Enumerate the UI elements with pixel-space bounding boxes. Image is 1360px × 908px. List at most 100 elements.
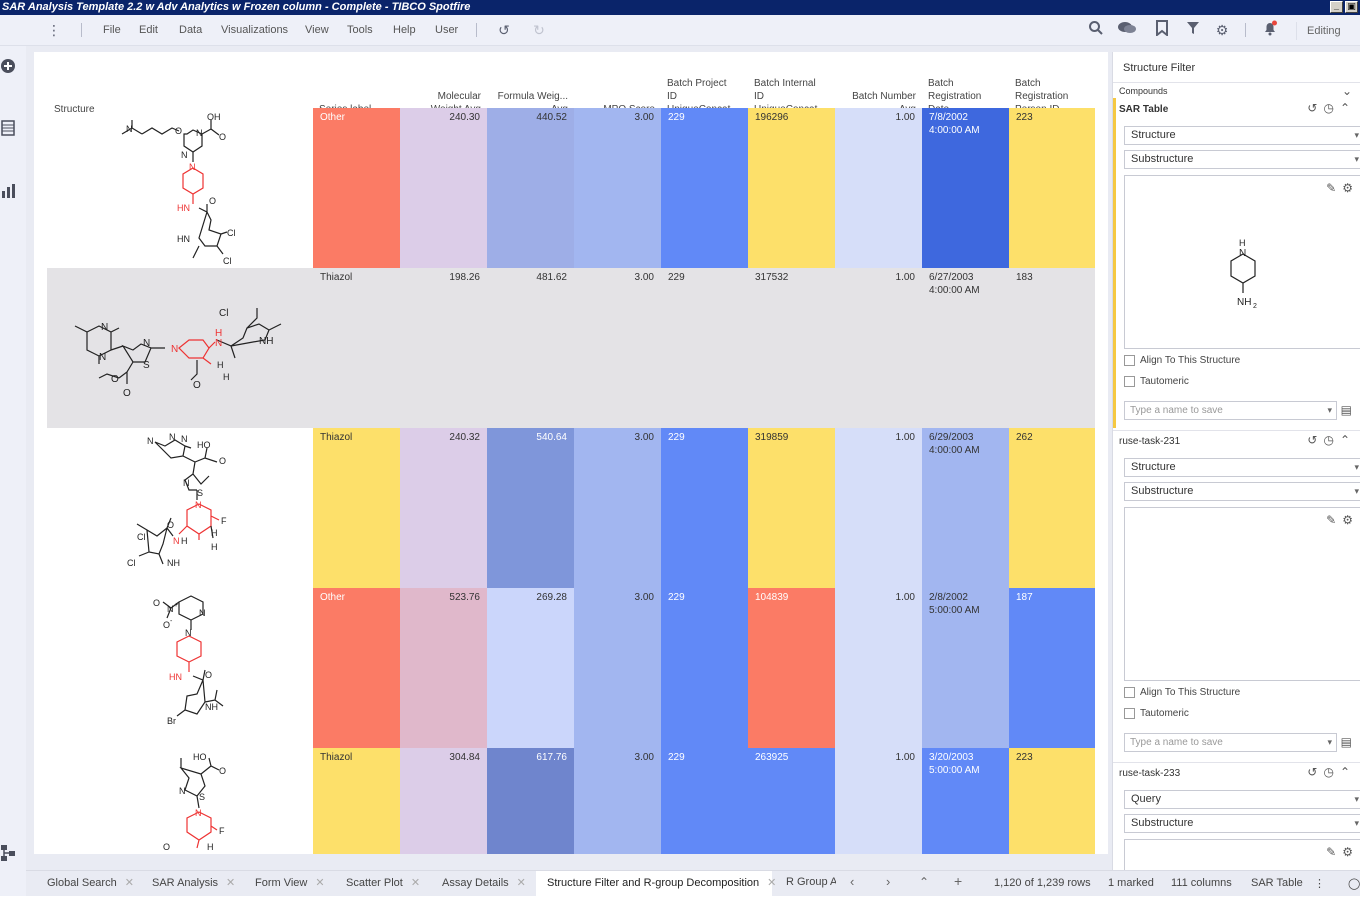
tab-global-search[interactable]: Global Search ✕ xyxy=(47,876,134,889)
canvas-tools[interactable]: ✎⚙ xyxy=(1326,845,1359,859)
cell-registration-person[interactable]: 183 xyxy=(1016,272,1033,283)
gear-icon[interactable]: ⚙ xyxy=(1215,22,1229,38)
cell-registration-date[interactable]: 6/27/2003 4:00:00 AM xyxy=(922,268,1009,428)
cell-registration-date[interactable]: 3/20/2003 5:00:00 AM xyxy=(922,748,1009,854)
substructure-select[interactable]: Substructure xyxy=(1124,150,1360,169)
cell-batch-internal-id[interactable]: 317532 xyxy=(755,272,789,283)
save-name-input[interactable]: Type a name to save xyxy=(1124,401,1337,420)
active-table-status[interactable]: SAR Table xyxy=(1251,877,1303,889)
globe-icon[interactable]: ◯ xyxy=(1348,878,1360,890)
section-actions[interactable]: ↺◷⌃ xyxy=(1307,433,1356,447)
cell-registration-date[interactable]: 7/8/2002 4:00:00 AM xyxy=(922,108,1009,268)
cell-mw[interactable]: 240.30 xyxy=(400,108,487,268)
history-icon[interactable]: ◷ xyxy=(1323,433,1340,447)
save-icon[interactable]: ▤ xyxy=(1340,403,1358,417)
more-vertical-icon[interactable]: ⋮ xyxy=(1314,878,1325,890)
close-icon[interactable]: ✕ xyxy=(315,877,325,889)
add-icon[interactable] xyxy=(0,58,16,74)
align-structure-checkbox[interactable]: Align To This Structure xyxy=(1124,355,1240,366)
cell-batch-internal-id[interactable]: 263925 xyxy=(748,748,835,854)
cell-series[interactable]: Other xyxy=(313,108,400,268)
menu-user[interactable]: User xyxy=(435,24,459,36)
reset-icon[interactable]: ↺ xyxy=(1307,765,1324,779)
cell-mw[interactable]: 198.26 xyxy=(449,272,480,283)
cell-fw[interactable]: 540.64 xyxy=(487,428,574,588)
cell-mpo[interactable]: 3.00 xyxy=(574,108,661,268)
section-actions[interactable]: ↺◷⌃ xyxy=(1307,765,1356,779)
history-icon[interactable]: ◷ xyxy=(1323,101,1340,115)
align-structure-checkbox[interactable]: Align To This Structure xyxy=(1124,687,1240,698)
menu-edit[interactable]: Edit xyxy=(139,24,158,36)
cell-fw[interactable]: 617.76 xyxy=(487,748,574,854)
cell-batch-internal-id[interactable]: 196296 xyxy=(748,108,835,268)
cell-registration-date[interactable]: 6/29/2003 4:00:00 AM xyxy=(922,428,1009,588)
cell-fw[interactable]: 440.52 xyxy=(487,108,574,268)
checkbox-box[interactable] xyxy=(1124,355,1135,366)
save-icon[interactable]: ▤ xyxy=(1340,735,1358,749)
cell-batch-number[interactable]: 1.00 xyxy=(835,748,922,854)
cell-mw[interactable]: 304.84 xyxy=(400,748,487,854)
tautomeric-checkbox[interactable]: Tautomeric xyxy=(1124,708,1189,719)
tab-structure-filter[interactable]: Structure Filter and R-group Decompositi… xyxy=(547,876,776,889)
cell-registration-person[interactable]: 262 xyxy=(1009,428,1095,588)
collapse-icon[interactable]: ⌃ xyxy=(1339,765,1356,779)
cell-registration-person[interactable]: 223 xyxy=(1009,108,1095,268)
cell-batch-project-id[interactable]: 229 xyxy=(661,108,748,268)
filter-icon[interactable] xyxy=(1183,20,1203,40)
column-header-structure[interactable]: Structure xyxy=(48,64,314,118)
menu-help[interactable]: Help xyxy=(393,24,416,36)
visualization-icon[interactable] xyxy=(0,183,16,199)
cell-batch-number[interactable]: 1.00 xyxy=(835,588,922,748)
checkbox-box[interactable] xyxy=(1124,687,1135,698)
cell-batch-project-id[interactable]: 229 xyxy=(661,588,748,748)
cell-series[interactable]: Thiazol xyxy=(320,272,353,283)
data-table-icon[interactable] xyxy=(0,120,16,136)
cell-batch-internal-id[interactable]: 104839 xyxy=(748,588,835,748)
cell-series[interactable]: Other xyxy=(313,588,400,748)
cell-series[interactable]: Thiazol xyxy=(313,748,400,854)
section-actions[interactable]: ↺◷⌃ xyxy=(1307,101,1356,115)
close-icon[interactable]: ✕ xyxy=(124,877,134,889)
substructure-select[interactable]: Substructure xyxy=(1124,482,1360,501)
settings-icon[interactable]: ⚙ xyxy=(1342,513,1359,527)
undo-icon[interactable]: ↺ xyxy=(498,22,510,38)
structure-query-canvas[interactable]: ✎⚙ xyxy=(1124,507,1360,681)
substructure-select[interactable]: Substructure xyxy=(1124,814,1360,833)
cell-series[interactable]: Thiazol xyxy=(313,428,400,588)
cell-mw[interactable]: 240.32 xyxy=(400,428,487,588)
editing-mode-toggle[interactable]: Editing xyxy=(1296,22,1360,40)
cell-batch-number[interactable]: 1.00 xyxy=(835,428,922,588)
menu-tools[interactable]: Tools xyxy=(347,24,373,36)
tab-r-group[interactable]: R Group A xyxy=(786,876,836,888)
save-name-input[interactable]: Type a name to save xyxy=(1124,733,1337,752)
menu-data[interactable]: Data xyxy=(179,24,203,36)
hierarchy-icon[interactable] xyxy=(0,844,16,861)
table-row[interactable]: N O N N OH O N HN O HN Cl Cl Other 240.3… xyxy=(47,108,1095,268)
edit-pencil-icon[interactable]: ✎ xyxy=(1326,845,1343,859)
search-icon[interactable] xyxy=(1086,20,1106,40)
cell-mpo[interactable]: 3.00 xyxy=(634,272,654,283)
structure-query-canvas[interactable]: ✎⚙ H N NH 2 xyxy=(1124,175,1360,349)
edit-pencil-icon[interactable]: ✎ xyxy=(1326,181,1343,195)
notification-bell-icon[interactable] xyxy=(1260,20,1280,40)
close-icon[interactable]: ✕ xyxy=(410,877,421,889)
close-icon[interactable]: ✕ xyxy=(767,877,777,889)
structure-select[interactable]: Structure xyxy=(1124,458,1360,477)
table-row[interactable]: HO O N S N F H O Thiazol 304.84 617.76 3… xyxy=(47,748,1095,854)
table-row[interactable]: N N N HO O N S N F H H O N H Cl Cl NH Th… xyxy=(47,428,1095,588)
bookmark-icon[interactable] xyxy=(1152,20,1172,40)
table-row[interactable]: O N + O - N N HN O NH Br Other 523.76 26… xyxy=(47,588,1095,748)
tab-sar-analysis[interactable]: SAR Analysis ✕ xyxy=(152,876,235,889)
cell-fw[interactable]: 269.28 xyxy=(487,588,574,748)
collapse-icon[interactable]: ⌃ xyxy=(1339,433,1356,447)
cell-batch-project-id[interactable]: 229 xyxy=(661,748,748,854)
redo-icon[interactable]: ↻ xyxy=(533,22,545,38)
cell-fw[interactable]: 481.62 xyxy=(536,272,567,283)
tab-assay-details[interactable]: Assay Details ✕ xyxy=(442,876,526,889)
chevron-right-icon[interactable]: › xyxy=(886,874,891,889)
canvas-tools[interactable]: ✎⚙ xyxy=(1326,181,1359,195)
settings-icon[interactable]: ⚙ xyxy=(1342,845,1359,859)
cell-registration-person[interactable]: 187 xyxy=(1009,588,1095,748)
tautomeric-checkbox[interactable]: Tautomeric xyxy=(1124,376,1189,387)
settings-icon[interactable]: ⚙ xyxy=(1342,181,1359,195)
